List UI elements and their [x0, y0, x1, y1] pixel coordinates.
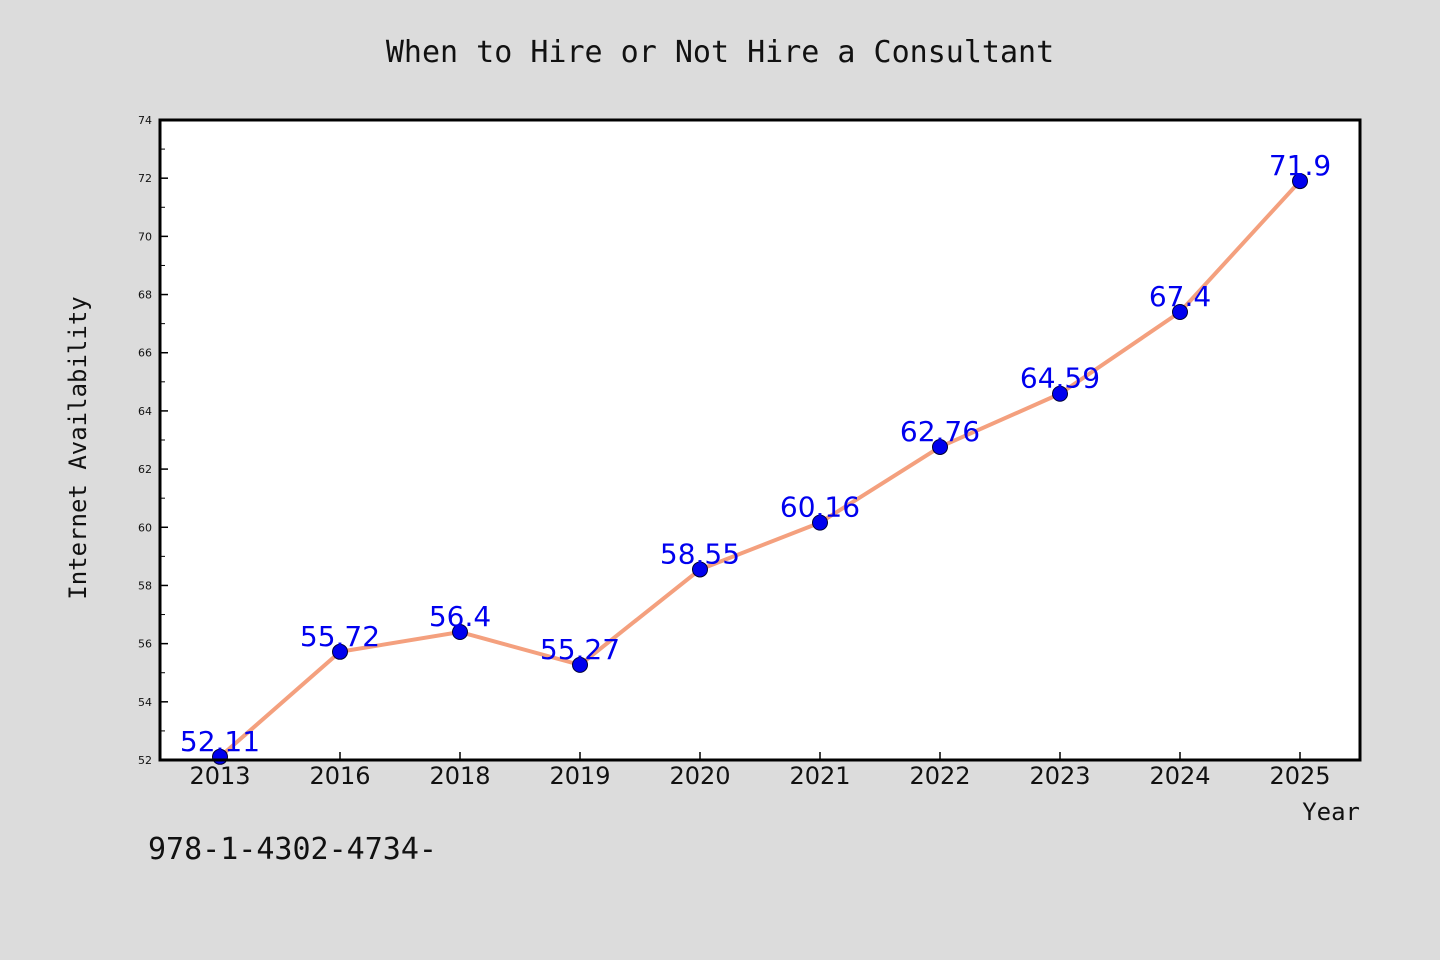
- y-axis-ticks: 52 54 56 58 60 62 64 66 68 70 72 74: [138, 114, 168, 767]
- data-label: 55.27: [540, 633, 620, 666]
- y-tick-label: 64: [138, 405, 152, 418]
- y-tick-label: 70: [138, 230, 152, 243]
- x-tick-label: 2018: [429, 762, 490, 790]
- y-tick-label: 66: [138, 347, 152, 360]
- data-label: 58.55: [660, 537, 740, 570]
- footer-code: 978-1-4302-4734-: [148, 832, 437, 867]
- y-tick-label: 68: [138, 289, 152, 302]
- x-tick-label: 2013: [189, 762, 250, 790]
- data-label: 62.76: [900, 415, 980, 448]
- y-axis-label: Internet Availability: [64, 296, 92, 599]
- data-point: [932, 438, 948, 455]
- y-tick-label: 60: [138, 521, 152, 534]
- series-layer: 52.11 55.72 56.4 55.27 58.55 60.16 62.76 64.59 6…: [180, 149, 1331, 765]
- y-tick-label: 52: [138, 754, 152, 767]
- data-point: [1172, 304, 1188, 320]
- data-point: [572, 656, 588, 673]
- data-label: 52.11: [180, 725, 260, 758]
- data-point: [812, 514, 828, 531]
- data-point: [692, 561, 708, 578]
- data-label: 67.4: [1149, 280, 1211, 313]
- x-tick-label: 2025: [1269, 762, 1330, 790]
- y-tick-label: 56: [138, 638, 152, 651]
- plot-area: [160, 120, 1360, 760]
- data-point: [452, 624, 468, 640]
- y-tick-label: 54: [138, 696, 152, 709]
- x-tick-label: 2024: [1149, 762, 1210, 790]
- x-axis-label: Year: [1302, 798, 1360, 826]
- data-label: 60.16: [780, 491, 860, 524]
- data-label: 71.9: [1269, 149, 1331, 182]
- x-tick-label: 2021: [789, 762, 850, 790]
- x-tick-label: 2016: [309, 762, 370, 790]
- plot-frame: [158, 118, 1362, 762]
- y-tick-label: 58: [138, 579, 152, 592]
- data-point: [332, 643, 348, 660]
- data-label: 56.4: [429, 600, 491, 633]
- x-tick-label: 2019: [549, 762, 610, 790]
- x-axis-ticks: 2013 2016 2018 2019 2020 2021 2022 2023 2024 2025: [189, 752, 1331, 790]
- x-tick-label: 2022: [909, 762, 970, 790]
- x-tick-label: 2023: [1029, 762, 1090, 790]
- data-point: [1052, 385, 1068, 402]
- data-label: 64.59: [1020, 362, 1100, 395]
- data-point: [1292, 173, 1308, 190]
- y-tick-label: 72: [138, 172, 152, 185]
- y-tick-label: 74: [138, 114, 152, 127]
- x-tick-label: 2020: [669, 762, 730, 790]
- series-line: [218, 179, 1302, 759]
- chart-title: When to Hire or Not Hire a Consultant: [386, 35, 1054, 70]
- data-label: 55.72: [300, 620, 380, 653]
- y-tick-label: 62: [138, 463, 152, 476]
